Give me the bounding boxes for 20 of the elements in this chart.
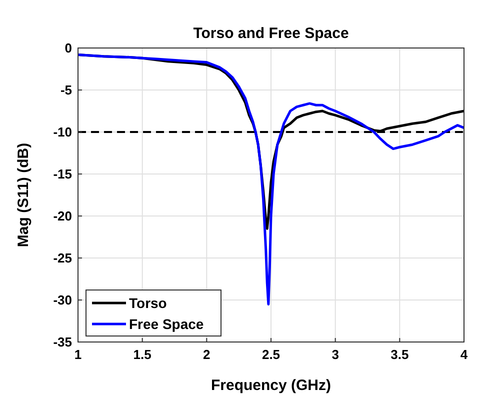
chart-title: Torso and Free Space xyxy=(193,25,349,42)
x-axis-title: Frequency (GHz) xyxy=(210,377,332,394)
legend-label: Free Space xyxy=(129,316,204,332)
x-tick-label: 3.5 xyxy=(390,347,409,362)
y-tick-label: -15 xyxy=(53,166,72,182)
y-tick-label: -10 xyxy=(53,124,72,140)
y-tick-label: -30 xyxy=(53,292,72,308)
x-tick-label: 4 xyxy=(460,347,468,362)
y-tick-label: -5 xyxy=(60,82,72,98)
y-tick-label: 0 xyxy=(64,40,72,56)
x-tick-label: 2 xyxy=(203,347,210,362)
y-tick-label: -25 xyxy=(53,250,72,266)
y-tick-label: -35 xyxy=(53,334,72,350)
x-tick-label: 1 xyxy=(74,347,82,362)
x-tick-label: 1.5 xyxy=(133,347,152,362)
y-axis-title: Mag (S11) (dB) xyxy=(15,142,32,248)
y-tick-label: -20 xyxy=(53,208,72,224)
x-tick-label: 2.5 xyxy=(262,347,280,362)
legend-label: Torso xyxy=(129,294,167,311)
x-tick-label: 3 xyxy=(332,347,339,362)
